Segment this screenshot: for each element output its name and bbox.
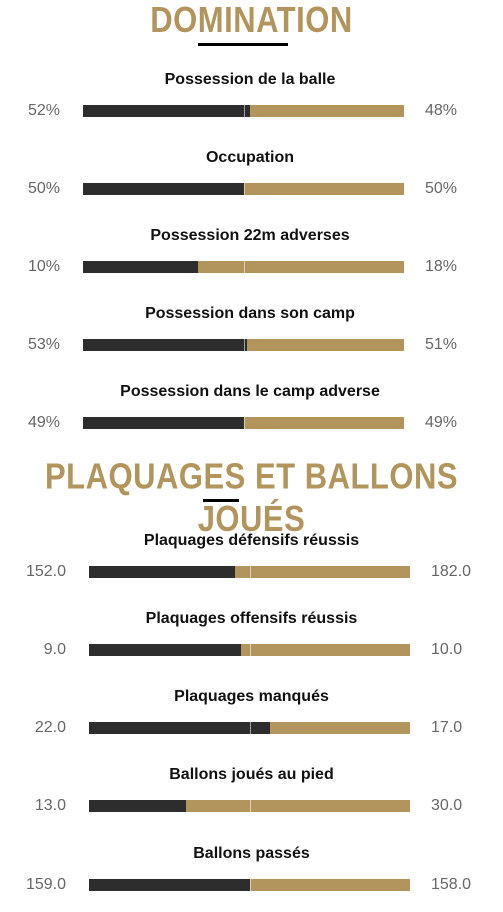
stat-label: Possession dans le camp adverse [120, 383, 380, 400]
away-value: 50% [425, 180, 458, 197]
stat-label: Possession 22m adverses [150, 227, 350, 244]
title-part-3: BALLONS JOUÉS [197, 455, 459, 540]
away-value: 18% [425, 258, 458, 275]
stat-label: Plaquages manqués [174, 688, 329, 705]
home-value: 9.0 [43, 641, 66, 658]
away-value: 48% [425, 102, 458, 119]
section-underline [198, 43, 288, 46]
stat-label: Plaquages offensifs réussis [145, 610, 358, 627]
home-value: 10% [27, 258, 60, 275]
comparison-bar [83, 417, 404, 429]
home-value: 52% [27, 102, 60, 119]
comparison-bar [89, 800, 410, 812]
home-bar-segment [83, 105, 250, 117]
home-bar-segment [89, 722, 271, 734]
stat-label: Possession dans son camp [145, 305, 355, 322]
away-value: 182.0 [431, 563, 472, 580]
away-bar-segment [246, 339, 404, 351]
away-bar-segment [197, 261, 404, 273]
home-value: 22.0 [34, 719, 66, 736]
away-bar-segment [186, 800, 410, 812]
center-marker [243, 339, 245, 351]
home-bar-segment [83, 339, 247, 351]
home-value: 49% [27, 414, 60, 431]
stat-label: Ballons joués au pied [169, 766, 334, 783]
home-bar-segment [83, 417, 244, 429]
home-value: 53% [27, 336, 60, 353]
title-part-1: PLAQUAGES [44, 455, 255, 497]
center-marker [243, 417, 245, 429]
away-bar-segment [270, 722, 410, 734]
home-bar-segment [83, 261, 198, 273]
home-value: 13.0 [34, 797, 66, 814]
away-value: 17.0 [431, 719, 463, 736]
section-underline [203, 499, 239, 502]
center-marker [249, 644, 251, 656]
away-bar-segment [250, 879, 410, 891]
home-bar-segment [89, 644, 242, 656]
away-bar-segment [235, 566, 410, 578]
center-marker [249, 722, 251, 734]
comparison-bar [83, 105, 404, 117]
home-value: 159.0 [25, 876, 66, 893]
title-part-2: ET [254, 455, 296, 497]
center-marker [243, 261, 245, 273]
away-value: 158.0 [431, 876, 472, 893]
section-title-domination: DOMINATION [150, 0, 353, 41]
away-value: 10.0 [431, 641, 463, 658]
away-value: 49% [425, 414, 458, 431]
stat-label: Ballons passés [193, 845, 310, 862]
stat-label: Possession de la balle [164, 71, 336, 88]
comparison-bar [83, 339, 404, 351]
center-marker [243, 183, 245, 195]
center-marker [249, 800, 251, 812]
comparison-bar [89, 722, 410, 734]
away-value: 51% [425, 336, 458, 353]
comparison-bar [83, 183, 404, 195]
comparison-bar [83, 261, 404, 273]
center-marker [249, 879, 251, 891]
comparison-bar [89, 879, 410, 891]
home-bar-segment [89, 879, 250, 891]
stat-label: Occupation [205, 149, 294, 166]
center-marker [243, 105, 245, 117]
away-bar-segment [243, 417, 404, 429]
away-bar-segment [241, 644, 410, 656]
home-bar-segment [89, 800, 187, 812]
home-value: 152.0 [25, 563, 66, 580]
away-value: 30.0 [431, 797, 463, 814]
away-bar-segment [243, 183, 404, 195]
section-title-plaquages: PLAQUAGES ET BALLONS JOUÉS [0, 456, 503, 541]
center-marker [249, 566, 251, 578]
home-bar-segment [83, 183, 244, 195]
comparison-bar [89, 566, 410, 578]
comparison-bar [89, 644, 410, 656]
home-bar-segment [89, 566, 236, 578]
away-bar-segment [249, 105, 404, 117]
stat-label: Plaquages défensifs réussis [143, 532, 360, 549]
home-value: 50% [27, 180, 60, 197]
